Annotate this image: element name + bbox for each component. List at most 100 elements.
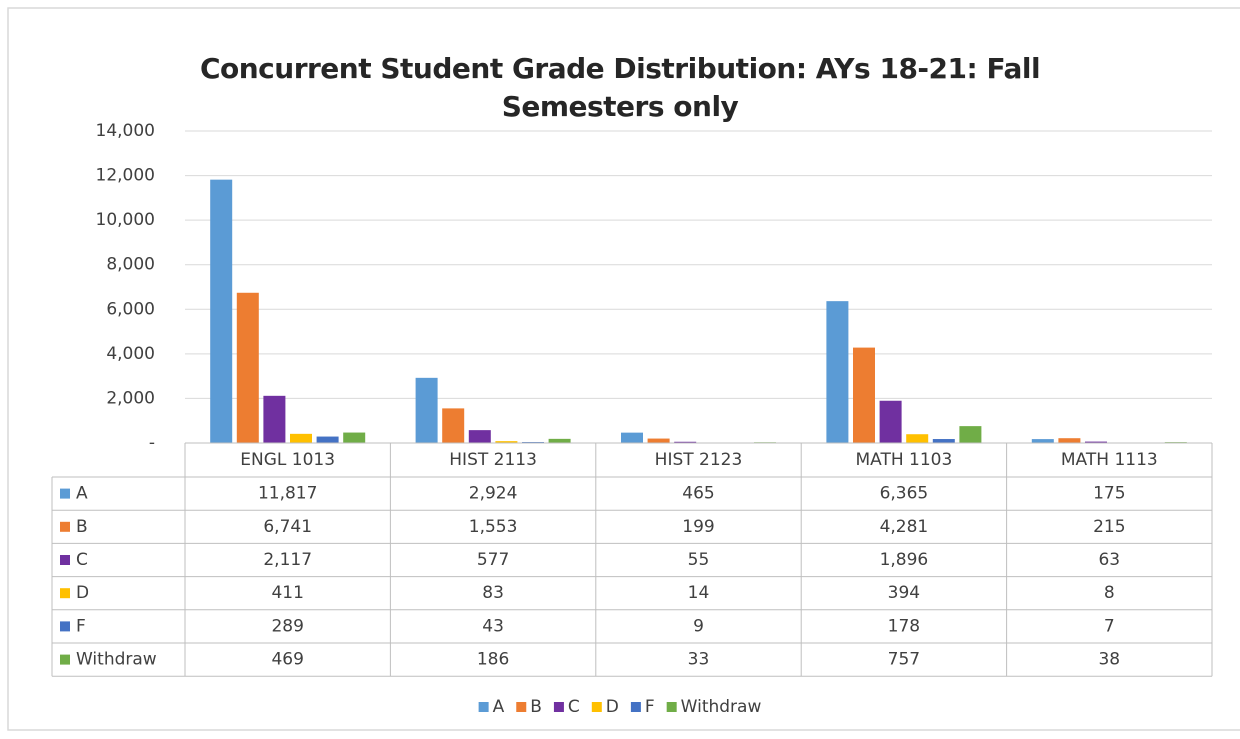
legend-label: A: [493, 697, 505, 717]
legend-label: F: [645, 697, 655, 717]
bar: [826, 301, 849, 443]
table-series-name: F: [76, 616, 86, 636]
legend-key: [630, 702, 641, 712]
table-legend-key: [60, 521, 70, 532]
table-series-name: B: [76, 517, 88, 537]
table-value: 186: [477, 650, 509, 670]
y-tick-label: 8,000: [106, 255, 155, 275]
bar: [959, 426, 982, 443]
table-value: 7: [1104, 616, 1115, 636]
table-value: 465: [682, 484, 714, 504]
bar: [343, 432, 366, 443]
table-value: 43: [482, 616, 504, 636]
bar: [548, 438, 571, 443]
table-value: 577: [477, 550, 509, 570]
table-value: 11,817: [258, 484, 317, 504]
bar: [236, 292, 259, 443]
y-tick-label: 2,000: [106, 388, 155, 408]
bar: [1031, 439, 1054, 443]
bar: [415, 377, 438, 443]
bar: [1085, 441, 1107, 443]
table-value: 8: [1104, 583, 1115, 603]
table-legend-key: [60, 654, 70, 665]
y-tick-label: 6,000: [106, 299, 155, 319]
table-value: 83: [482, 583, 504, 603]
table-value: 2,924: [469, 484, 518, 504]
y-tick-label: 10,000: [96, 210, 155, 230]
table-value: 2,117: [263, 550, 312, 570]
bar: [290, 433, 312, 443]
table-value: 215: [1093, 517, 1125, 537]
y-tick-label: 12,000: [96, 166, 155, 186]
table-value: 9: [693, 616, 704, 636]
table-legend-key: [60, 588, 70, 599]
table-value: 394: [888, 583, 920, 603]
table-value: 1,553: [469, 517, 518, 537]
table-series-name: A: [76, 484, 88, 504]
bar: [879, 400, 902, 443]
table-value: 175: [1093, 484, 1125, 504]
table-series-name: Withdraw: [76, 650, 157, 670]
table-legend-key: [60, 488, 70, 499]
legend-item: C: [553, 697, 580, 717]
legend-item: Withdraw: [666, 697, 762, 717]
bar: [932, 439, 955, 443]
bar: [495, 441, 518, 443]
bar: [853, 347, 875, 443]
legend-label: B: [530, 697, 542, 717]
table-value: 1,896: [880, 550, 929, 570]
table-value: 6,365: [880, 484, 929, 504]
bar: [674, 441, 697, 443]
table-legend-key: [60, 555, 70, 565]
table-legend-key: [60, 621, 70, 632]
bar: [906, 434, 929, 443]
table-value: 178: [888, 616, 920, 636]
table-series-name: D: [76, 583, 89, 603]
y-tick-label: 4,000: [106, 344, 155, 364]
table-value: 757: [888, 650, 920, 670]
legend-item: B: [516, 697, 542, 717]
table-value: 63: [1098, 550, 1120, 570]
table-value: 38: [1098, 650, 1120, 670]
bar: [316, 436, 339, 443]
table-value: 199: [682, 517, 714, 537]
table-value: 289: [271, 616, 303, 636]
x-tick-label: HIST 2113: [449, 450, 537, 470]
x-tick-label: MATH 1103: [855, 450, 952, 470]
table-value: 33: [688, 650, 710, 670]
bar: [442, 408, 465, 443]
bar: [1058, 438, 1081, 443]
legend-item: A: [478, 697, 505, 717]
y-tick-label: -: [149, 433, 155, 453]
legend-key: [516, 702, 527, 712]
bar: [263, 395, 286, 443]
legend-item: F: [630, 697, 655, 717]
table-value: 6,741: [263, 517, 312, 537]
x-tick-label: ENGL 1013: [240, 450, 335, 470]
table-value: 411: [271, 583, 303, 603]
x-tick-label: MATH 1113: [1061, 450, 1158, 470]
table-value: 55: [688, 550, 710, 570]
legend-key: [666, 702, 677, 712]
table-series-name: C: [76, 550, 88, 570]
table-value: 14: [688, 583, 710, 603]
bar: [210, 179, 233, 443]
legend-key: [553, 702, 564, 712]
bar: [647, 438, 670, 443]
legend-label: D: [606, 697, 619, 717]
bar: [468, 430, 491, 443]
table-value: 469: [271, 650, 303, 670]
legend-key: [591, 702, 602, 712]
table-value: 4,281: [880, 517, 929, 537]
legend-label: Withdraw: [681, 697, 762, 717]
legend-key: [478, 702, 489, 712]
chart-title: Concurrent Student Grade Distribution: A…: [199, 52, 1041, 123]
bar: [621, 432, 643, 443]
chart-border: [7, 7, 1240, 731]
y-tick-label: 14,000: [96, 121, 155, 141]
x-tick-label: HIST 2123: [655, 450, 743, 470]
legend-label: C: [568, 697, 580, 717]
legend-item: D: [591, 697, 619, 717]
